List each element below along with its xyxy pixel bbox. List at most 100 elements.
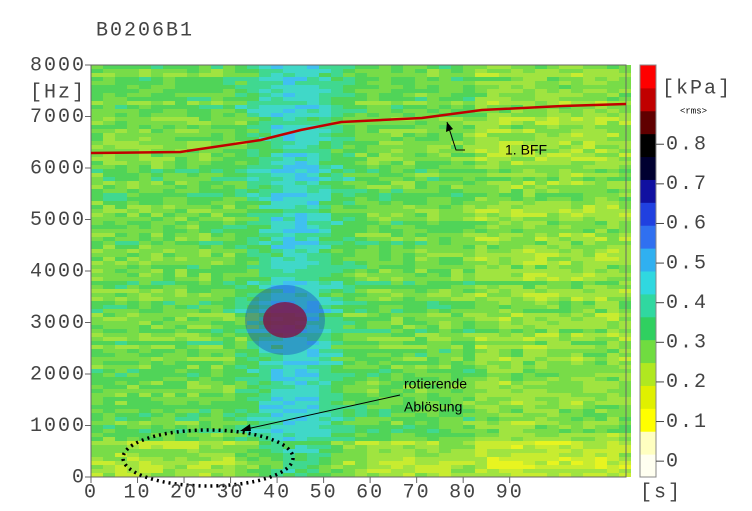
texture-cell — [583, 353, 595, 357]
texture-cell — [487, 189, 499, 193]
texture-cell — [415, 189, 427, 193]
texture-cell — [547, 265, 559, 269]
texture-cell — [391, 277, 403, 281]
texture-cell — [223, 329, 235, 333]
texture-cell — [103, 369, 115, 373]
texture-cell — [331, 133, 343, 137]
texture-cell — [391, 429, 403, 433]
texture-cell — [139, 101, 151, 105]
texture-cell — [199, 69, 211, 73]
texture-cell — [331, 425, 343, 429]
texture-cell — [595, 309, 607, 313]
texture-cell — [91, 457, 103, 461]
texture-cell — [523, 133, 535, 137]
texture-cell — [451, 221, 463, 225]
texture-cell — [451, 289, 463, 293]
texture-cell — [595, 89, 607, 93]
texture-cell — [595, 137, 607, 141]
texture-cell — [319, 69, 331, 73]
texture-cell — [595, 353, 607, 357]
texture-cell — [487, 113, 499, 117]
texture-cell — [139, 469, 151, 473]
texture-cell — [235, 433, 247, 437]
texture-cell — [271, 461, 283, 465]
texture-cell — [319, 357, 331, 361]
texture-cell — [463, 153, 475, 157]
texture-cell — [511, 233, 523, 237]
texture-cell — [403, 121, 415, 125]
texture-cell — [463, 349, 475, 353]
texture-cell — [403, 81, 415, 85]
texture-cell — [91, 401, 103, 405]
texture-cell — [499, 161, 511, 165]
texture-cell — [139, 361, 151, 365]
texture-cell — [499, 401, 511, 405]
texture-cell — [523, 101, 535, 105]
texture-cell — [223, 393, 235, 397]
texture-cell — [367, 165, 379, 169]
texture-cell — [331, 137, 343, 141]
texture-cell — [583, 189, 595, 193]
texture-cell — [307, 177, 319, 181]
texture-cell — [535, 289, 547, 293]
texture-cell — [223, 469, 235, 473]
texture-cell — [91, 189, 103, 193]
texture-cell — [151, 97, 163, 101]
texture-cell — [223, 325, 235, 329]
texture-cell — [223, 361, 235, 365]
texture-cell — [547, 441, 559, 445]
texture-cell — [607, 401, 619, 405]
texture-cell — [523, 417, 535, 421]
texture-cell — [247, 149, 259, 153]
texture-cell — [307, 237, 319, 241]
texture-cell — [103, 309, 115, 313]
texture-cell — [475, 197, 487, 201]
texture-cell — [463, 305, 475, 309]
texture-cell — [463, 145, 475, 149]
texture-cell — [391, 213, 403, 217]
texture-cell — [91, 85, 103, 89]
texture-cell — [463, 421, 475, 425]
texture-cell — [139, 205, 151, 209]
texture-cell — [391, 229, 403, 233]
texture-cell — [523, 425, 535, 429]
texture-cell — [607, 253, 619, 257]
texture-cell — [487, 365, 499, 369]
texture-cell — [139, 189, 151, 193]
texture-cell — [211, 381, 223, 385]
texture-cell — [127, 117, 139, 121]
texture-cell — [211, 77, 223, 81]
texture-cell — [223, 273, 235, 277]
texture-cell — [463, 293, 475, 297]
texture-cell — [487, 437, 499, 441]
texture-cell — [391, 193, 403, 197]
texture-cell — [115, 313, 127, 317]
texture-cell — [127, 165, 139, 169]
texture-cell — [391, 409, 403, 413]
texture-cell — [211, 457, 223, 461]
texture-cell — [319, 277, 331, 281]
texture-cell — [235, 341, 247, 345]
texture-cell — [451, 189, 463, 193]
texture-cell — [391, 245, 403, 249]
texture-cell — [595, 329, 607, 333]
texture-cell — [127, 181, 139, 185]
texture-cell — [199, 445, 211, 449]
texture-cell — [307, 209, 319, 213]
texture-cell — [367, 237, 379, 241]
texture-cell — [451, 277, 463, 281]
texture-cell — [511, 81, 523, 85]
texture-cell — [127, 369, 139, 373]
texture-cell — [475, 429, 487, 433]
texture-cell — [343, 221, 355, 225]
texture-cell — [559, 69, 571, 73]
texture-cell — [199, 81, 211, 85]
texture-cell — [415, 97, 427, 101]
texture-cell — [259, 397, 271, 401]
texture-cell — [427, 177, 439, 181]
texture-cell — [451, 233, 463, 237]
texture-cell — [379, 133, 391, 137]
texture-cell — [259, 389, 271, 393]
texture-cell — [535, 341, 547, 345]
texture-cell — [391, 237, 403, 241]
